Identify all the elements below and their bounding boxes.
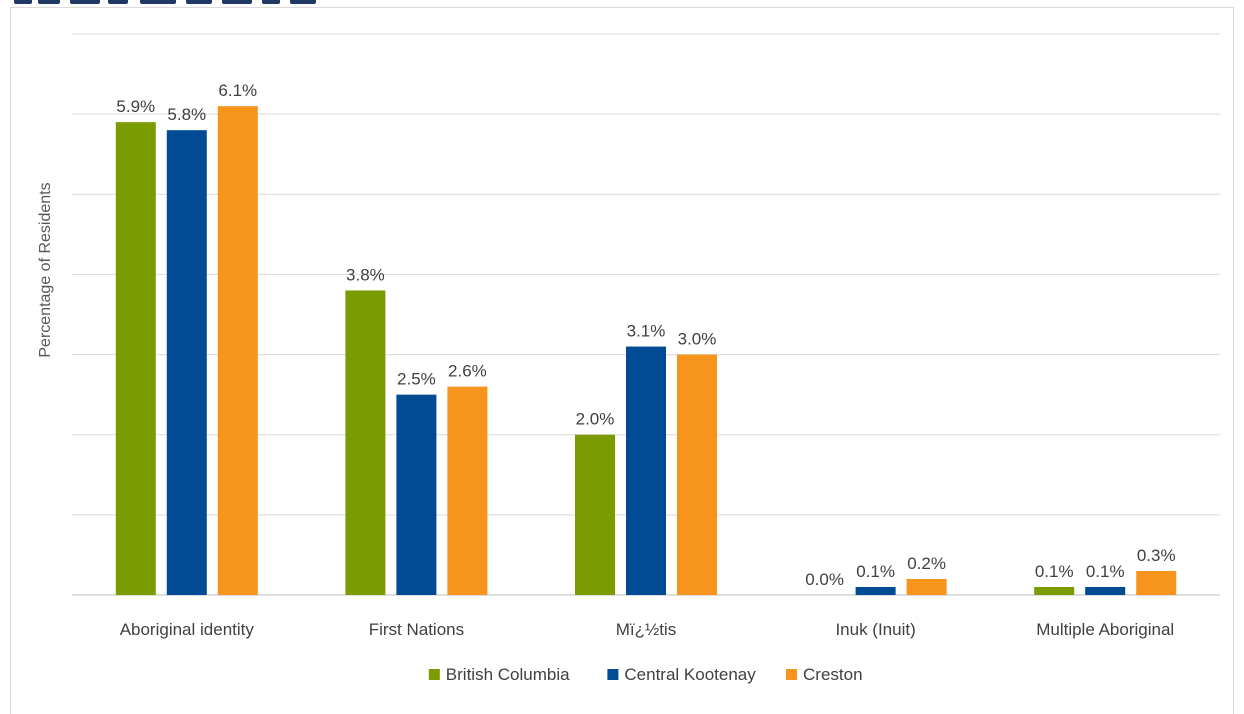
data-label: 0.0% (805, 570, 844, 589)
bar (1136, 570, 1177, 595)
cropped-title-fragment (186, 0, 212, 4)
cropped-title-fragment (108, 0, 128, 4)
data-label: 3.8% (346, 265, 385, 284)
cropped-title-fragment (38, 0, 60, 4)
x-tick-label: Multiple Aboriginal (1036, 620, 1174, 639)
legend-swatch (607, 669, 619, 680)
cropped-title-remnant (0, 0, 340, 6)
data-label: 2.6% (448, 362, 487, 381)
data-label: 5.9% (116, 97, 155, 116)
legend-item: Central Kootenay (607, 665, 756, 684)
data-label: 0.3% (1137, 546, 1176, 565)
bar (166, 130, 207, 595)
legend-label: Central Kootenay (624, 665, 756, 684)
cropped-title-fragment (290, 0, 316, 4)
bar (1034, 586, 1075, 595)
bars (115, 106, 1177, 596)
y-axis-title: Percentage of Residents (37, 182, 54, 357)
legend: British Columbia Central Kootenay Creston (428, 665, 863, 684)
data-label: 0.2% (907, 554, 946, 573)
bar (345, 290, 386, 595)
x-tick-label: Inuk (Inuit) (835, 620, 915, 639)
bar (855, 586, 896, 595)
cropped-title-fragment (14, 0, 32, 4)
bar (396, 394, 437, 595)
x-axis-tick-labels: Aboriginal identity First Nations Mï¿½tis I… (120, 620, 1174, 639)
data-label: 0.1% (856, 562, 895, 581)
chart-frame (10, 7, 1234, 714)
bar (115, 122, 156, 596)
data-label: 3.0% (678, 330, 717, 349)
legend-label: Creston (803, 665, 863, 684)
legend-swatch (786, 669, 797, 680)
data-label: 3.1% (627, 322, 666, 341)
bar (626, 346, 666, 595)
data-label: 0.1% (1086, 562, 1125, 581)
x-tick-label: First Nations (369, 620, 464, 639)
bar (575, 434, 615, 595)
data-label: 0.1% (1035, 562, 1074, 581)
legend-item: British Columbia (428, 665, 570, 684)
legend-item: Creston (786, 665, 863, 684)
bar (217, 106, 258, 595)
bar (677, 354, 717, 595)
x-tick-label: Mï¿½tis (616, 620, 676, 639)
legend-label: British Columbia (446, 665, 570, 684)
bar (447, 386, 488, 595)
bar (1085, 586, 1126, 595)
data-label: 5.8% (167, 105, 206, 124)
cropped-title-fragment (140, 0, 176, 4)
data-label: 2.0% (576, 410, 615, 429)
bar (906, 578, 947, 595)
legend-swatch (428, 669, 440, 680)
data-labels: 5.9% 5.8% 6.1% 3.8% 2.5% 2.6% 2.0% 3.1% 3.0% 0.0%… (116, 81, 1175, 589)
data-label: 6.1% (218, 81, 257, 100)
cropped-title-fragment (262, 0, 280, 4)
cropped-title-fragment (222, 0, 252, 4)
cropped-title-fragment (70, 0, 100, 4)
data-label: 2.5% (397, 370, 436, 389)
x-tick-label: Aboriginal identity (120, 620, 255, 639)
